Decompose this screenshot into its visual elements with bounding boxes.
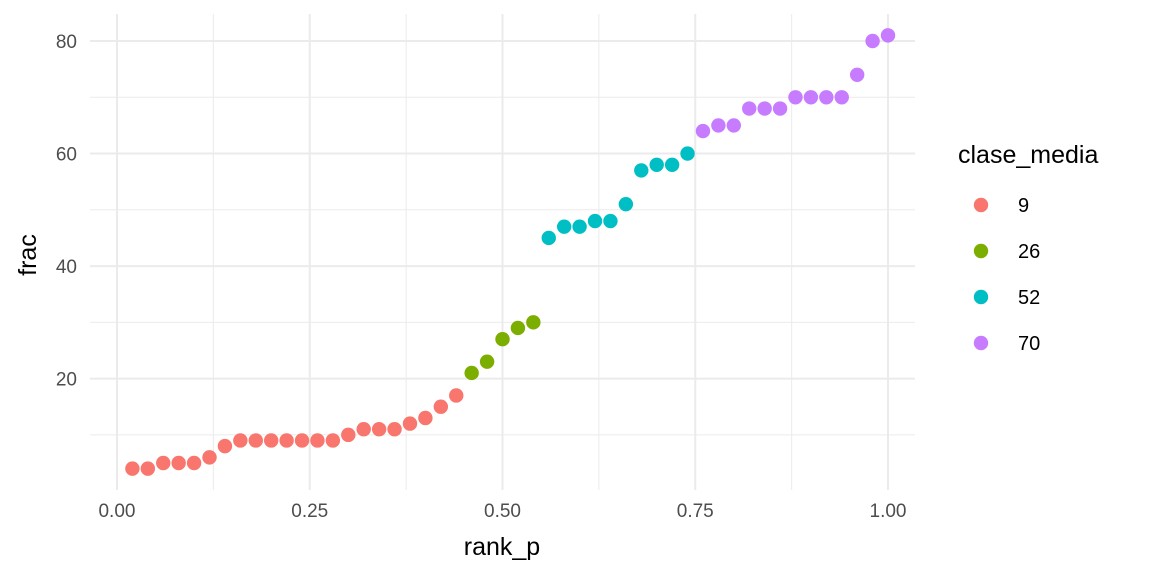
data-point xyxy=(387,422,402,437)
legend-label: 9 xyxy=(1018,195,1029,217)
x-axis-tick-labels: 0.00 0.25 0.50 0.75 1.00 xyxy=(98,501,906,522)
data-point xyxy=(834,90,849,105)
legend-key xyxy=(973,289,989,305)
data-point xyxy=(649,157,664,172)
y-tick-label: 40 xyxy=(56,257,77,278)
data-point xyxy=(186,455,202,471)
data-point xyxy=(849,67,865,82)
data-point xyxy=(464,365,479,381)
data-point xyxy=(495,332,510,347)
legend-label: 52 xyxy=(1018,287,1040,309)
data-point xyxy=(140,461,156,476)
data-point xyxy=(664,157,680,172)
data-point xyxy=(757,101,772,116)
y-tick-label: 60 xyxy=(56,145,77,166)
data-point xyxy=(294,433,310,448)
data-point xyxy=(587,213,603,229)
data-point xyxy=(803,90,819,105)
data-point xyxy=(618,196,634,212)
data-point xyxy=(156,455,171,471)
y-axis-title: frac xyxy=(14,234,42,276)
data-point xyxy=(772,101,788,116)
data-point xyxy=(202,450,217,465)
data-point xyxy=(695,123,711,139)
data-point xyxy=(356,422,371,437)
x-tick-label: 0.00 xyxy=(98,501,135,522)
data-point xyxy=(325,433,341,448)
data-point xyxy=(880,28,896,43)
data-point xyxy=(371,422,387,437)
data-point xyxy=(449,388,464,403)
y-axis-tick-labels: 20 40 60 80 xyxy=(56,32,77,391)
data-point xyxy=(603,213,618,229)
data-point xyxy=(556,219,572,234)
data-point xyxy=(402,416,418,431)
data-point xyxy=(680,146,695,161)
data-point xyxy=(171,455,186,471)
data-point xyxy=(341,427,356,443)
data-point xyxy=(819,90,834,105)
data-point xyxy=(788,90,803,105)
data-point xyxy=(526,315,541,330)
y-tick-label: 80 xyxy=(56,32,77,53)
x-tick-label: 0.25 xyxy=(291,501,328,522)
data-point xyxy=(510,320,526,336)
legend-label: 70 xyxy=(1018,333,1040,355)
data-point xyxy=(310,433,325,448)
data-point xyxy=(433,399,449,414)
data-point xyxy=(279,433,294,448)
data-point xyxy=(263,433,279,448)
legend-label: 26 xyxy=(1018,241,1040,263)
data-point xyxy=(125,461,140,476)
x-tick-label: 0.50 xyxy=(484,501,521,522)
data-point xyxy=(572,219,587,234)
data-point xyxy=(865,33,880,49)
legend-key xyxy=(973,197,989,213)
x-tick-label: 0.75 xyxy=(677,501,714,522)
legend-key xyxy=(973,335,989,351)
x-tick-label: 1.00 xyxy=(870,501,907,522)
data-point xyxy=(418,410,433,426)
data-point xyxy=(479,354,495,369)
legend: clase_media 9 26 52 70 xyxy=(958,141,1098,355)
data-point xyxy=(217,438,233,454)
grid xyxy=(90,14,915,490)
data-points xyxy=(125,28,896,476)
y-tick-label: 20 xyxy=(56,370,77,391)
legend-title: clase_media xyxy=(958,141,1098,169)
legend-entries: 9 26 52 70 xyxy=(973,195,1040,355)
data-point xyxy=(634,163,649,178)
data-point xyxy=(248,433,263,448)
data-point xyxy=(233,433,248,448)
data-point xyxy=(726,118,742,133)
legend-key xyxy=(973,243,989,259)
data-point xyxy=(711,118,726,133)
x-axis-title: rank_p xyxy=(464,533,540,561)
data-point xyxy=(742,101,757,116)
data-point xyxy=(541,230,556,246)
